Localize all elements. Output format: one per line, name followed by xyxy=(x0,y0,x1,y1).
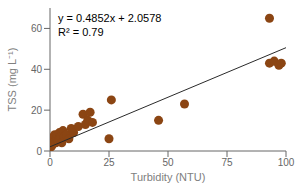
svg-text:75: 75 xyxy=(221,157,233,168)
svg-text:50: 50 xyxy=(162,157,174,168)
svg-text:0: 0 xyxy=(36,146,42,157)
svg-text:40: 40 xyxy=(31,64,43,75)
svg-text:100: 100 xyxy=(278,157,292,168)
html-text:y = 0.4852x + 2.0578: y = 0.4852x + 2.0578 xyxy=(58,12,162,24)
svg-text:TSS (mg L⁻¹): TSS (mg L⁻¹) xyxy=(8,48,18,112)
html-text:R² = 0.79: R² = 0.79 xyxy=(58,26,104,38)
svg-text:20: 20 xyxy=(31,105,43,116)
svg-text:60: 60 xyxy=(31,23,43,34)
svg-text:0: 0 xyxy=(47,157,53,168)
svg-text:25: 25 xyxy=(103,157,115,168)
svg-text:Turbidity (NTU): Turbidity (NTU) xyxy=(131,171,206,183)
